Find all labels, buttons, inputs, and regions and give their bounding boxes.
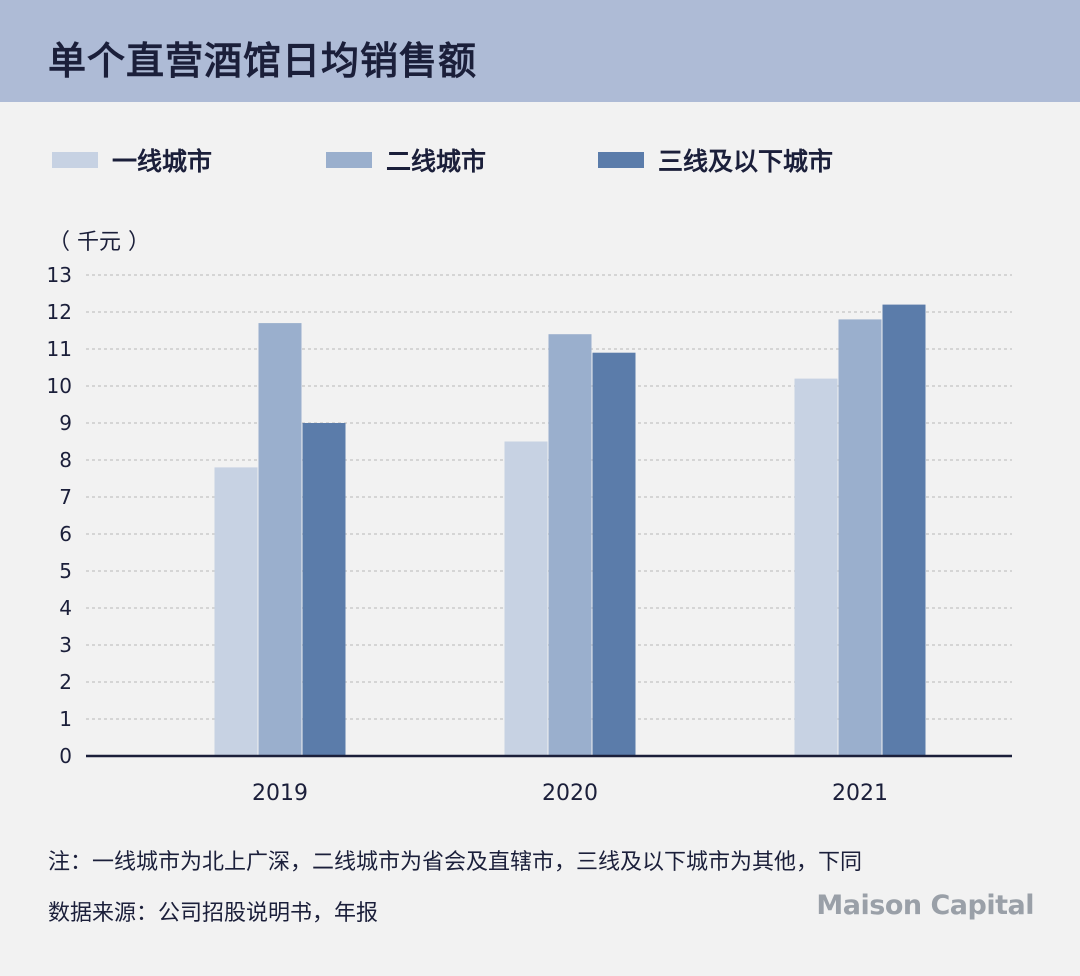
bar-2021-series-2 <box>838 319 882 756</box>
y-axis-unit: （ 千元 ） <box>48 230 150 255</box>
bar-2020-series-3 <box>592 352 636 756</box>
y-tick-label: 11 <box>47 337 72 361</box>
y-tick-label: 13 <box>47 263 72 287</box>
bar-2019-series-1 <box>214 467 258 756</box>
bar-2020-series-2 <box>548 334 592 756</box>
legend-item-tier3: 三线及以下城市 <box>598 142 833 178</box>
maison-capital-logo: Maison Capital <box>816 890 1034 921</box>
x-tick-label: 2021 <box>832 781 888 806</box>
legend-swatch-tier1 <box>52 152 98 168</box>
bar-2021-series-3 <box>882 304 926 756</box>
legend-swatch-tier2 <box>326 152 372 168</box>
y-tick-label: 5 <box>59 559 72 583</box>
footnote: 注：一线城市为北上广深，二线城市为省会及直辖市，三线及以下城市为其他，下同 <box>48 850 863 875</box>
y-tick-label: 6 <box>59 522 72 546</box>
y-tick-label: 2 <box>59 670 72 694</box>
y-tick-label: 8 <box>59 448 72 472</box>
legend: 一线城市 二线城市 三线及以下城市 <box>0 142 1080 178</box>
y-tick-label: 7 <box>59 485 72 509</box>
chart-title: 单个直营酒馆日均销售额 <box>48 39 478 83</box>
source-note: 数据来源：公司招股说明书，年报 <box>48 901 379 926</box>
x-tick-label: 2020 <box>542 781 598 806</box>
bar-2020-series-1 <box>504 441 548 756</box>
y-tick-label: 12 <box>47 300 72 324</box>
y-tick-label: 0 <box>59 744 72 768</box>
y-tick-label: 4 <box>59 596 72 620</box>
bar-2021-series-1 <box>794 378 838 756</box>
x-tick-label: 2019 <box>252 781 308 806</box>
legend-item-tier2: 二线城市 <box>326 142 486 178</box>
title-banner: 单个直营酒馆日均销售额 <box>0 0 1080 102</box>
legend-swatch-tier3 <box>598 152 644 168</box>
y-tick-label: 1 <box>59 707 72 731</box>
bar-2019-series-2 <box>258 323 302 756</box>
legend-label-tier3: 三线及以下城市 <box>658 147 834 176</box>
bar-2019-series-3 <box>302 423 346 756</box>
y-tick-label: 3 <box>59 633 72 657</box>
legend-label-tier2: 二线城市 <box>386 147 487 176</box>
legend-item-tier1: 一线城市 <box>52 142 212 178</box>
y-tick-label: 10 <box>47 374 72 398</box>
legend-label-tier1: 一线城市 <box>112 147 213 176</box>
y-tick-label: 9 <box>59 411 72 435</box>
